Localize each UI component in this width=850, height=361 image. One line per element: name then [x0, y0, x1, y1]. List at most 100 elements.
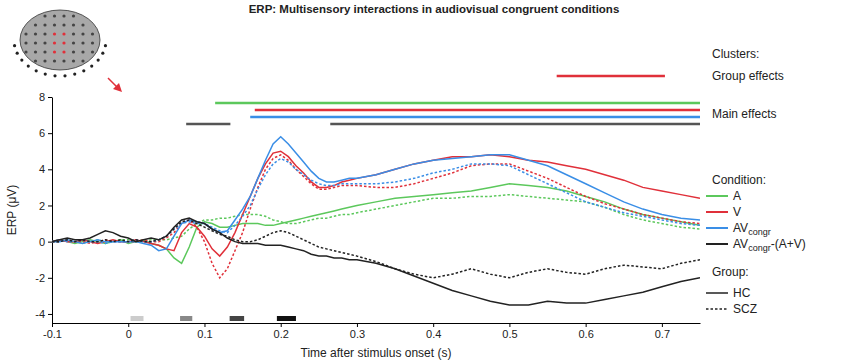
electrode	[43, 32, 46, 35]
electrode	[53, 59, 56, 62]
electrode	[20, 58, 23, 61]
legend-title: Group:	[712, 265, 749, 279]
electrode	[91, 32, 94, 35]
cluster-bar	[557, 75, 665, 78]
electrode	[72, 14, 75, 17]
electrode	[72, 41, 75, 44]
time-window	[277, 316, 296, 321]
y-axis-line	[52, 98, 53, 324]
electrode	[62, 50, 65, 53]
electrode	[90, 64, 93, 67]
electrode	[43, 59, 46, 62]
electrode	[13, 44, 16, 47]
electrode	[72, 32, 75, 35]
legend-label-sub: congr	[748, 227, 771, 237]
electrode	[53, 50, 56, 53]
electrode	[34, 59, 37, 62]
series-line	[52, 184, 700, 264]
y-tick: -2	[35, 272, 52, 284]
legend-label-sub: congr	[748, 243, 771, 253]
electrode	[62, 32, 65, 35]
electrode	[53, 14, 56, 17]
time-window	[131, 316, 144, 321]
x-tick: 0.5	[502, 323, 517, 340]
x-tick: -0.1	[43, 323, 62, 340]
cluster-label: Group effects	[712, 69, 784, 83]
series-line	[52, 151, 700, 256]
x-tick-label: 0.1	[197, 328, 212, 340]
x-tick-mark	[509, 323, 510, 327]
legend: Condition:AVAVcongrAVcongr-(A+V)Group:HC…	[706, 173, 806, 316]
legend-label: SCZ	[733, 302, 757, 316]
x-tick-mark	[586, 323, 587, 327]
x-tick-mark	[128, 323, 129, 327]
electrode	[53, 41, 56, 44]
legend-label: AVcongr	[733, 221, 771, 237]
y-tick: 6	[39, 127, 52, 139]
y-tick: 2	[39, 200, 52, 212]
legend-label: V	[733, 205, 741, 219]
electrode	[72, 59, 75, 62]
x-tick-label: 0.4	[426, 328, 441, 340]
clusters-title: Clusters:	[712, 47, 759, 61]
electrode	[62, 41, 65, 44]
y-tick-label: 8	[39, 91, 45, 103]
y-tick-label: 6	[39, 127, 45, 139]
electrode	[43, 23, 46, 26]
x-axis-title: Time after stimulus onset (s)	[301, 346, 452, 360]
cluster-bar	[255, 109, 700, 112]
title: ERP: Multisensory interactions in audiov…	[249, 3, 620, 15]
chart-svg: ERP: Multisensory interactions in audiov…	[0, 0, 850, 361]
legend-label-part: A	[733, 189, 741, 203]
electrode	[81, 32, 84, 35]
legend-label-part: V	[733, 205, 741, 219]
y-tick-mark	[48, 278, 52, 279]
x-tick-label: -0.1	[43, 328, 62, 340]
y-tick-label: 2	[39, 200, 45, 212]
windows	[131, 316, 296, 321]
y-tick-mark	[48, 314, 52, 315]
cluster-bar	[186, 123, 230, 126]
x-axis: -0.100.10.20.30.40.50.60.7	[43, 323, 700, 340]
electrode	[53, 32, 56, 35]
time-window	[180, 316, 192, 321]
series-line	[52, 218, 700, 305]
series-line	[52, 220, 700, 278]
x-tick-label: 0.6	[578, 328, 593, 340]
electrode	[43, 41, 46, 44]
electrode	[82, 69, 85, 72]
x-tick-mark	[357, 323, 358, 327]
head-icon	[13, 10, 122, 92]
electrode	[43, 14, 46, 17]
electrode	[34, 23, 37, 26]
electrode	[63, 74, 66, 77]
electrode	[62, 23, 65, 26]
electrode	[34, 50, 37, 53]
legend-swatch	[706, 195, 728, 197]
y-tick-label: -4	[35, 308, 45, 320]
electrode	[24, 41, 27, 44]
clusters: Clusters:Group effectsMain effects	[186, 47, 784, 124]
legend-swatch	[706, 292, 728, 294]
y-tick: 8	[39, 91, 52, 103]
x-tick-label: 0.5	[502, 328, 517, 340]
y-tick-mark	[48, 205, 52, 206]
x-tick-mark	[433, 323, 434, 327]
electrode	[53, 23, 56, 26]
legend-swatch	[706, 211, 728, 213]
chart-container: ERP: Multisensory interactions in audiov…	[0, 0, 850, 361]
x-tick-label: 0.3	[350, 328, 365, 340]
cluster-bar	[330, 123, 700, 126]
electrode	[81, 59, 84, 62]
y-axis: -4-202468	[35, 91, 52, 323]
x-tick-label: 0.2	[274, 328, 289, 340]
y-tick-label: 0	[39, 236, 45, 248]
legend-swatch	[706, 243, 728, 245]
x-tick: 0.1	[197, 323, 212, 340]
time-window	[230, 316, 244, 321]
electrode	[34, 32, 37, 35]
legend-label-part: AV	[733, 221, 748, 235]
electrode	[73, 73, 76, 76]
electrode	[72, 23, 75, 26]
x-tick-mark	[52, 323, 53, 327]
